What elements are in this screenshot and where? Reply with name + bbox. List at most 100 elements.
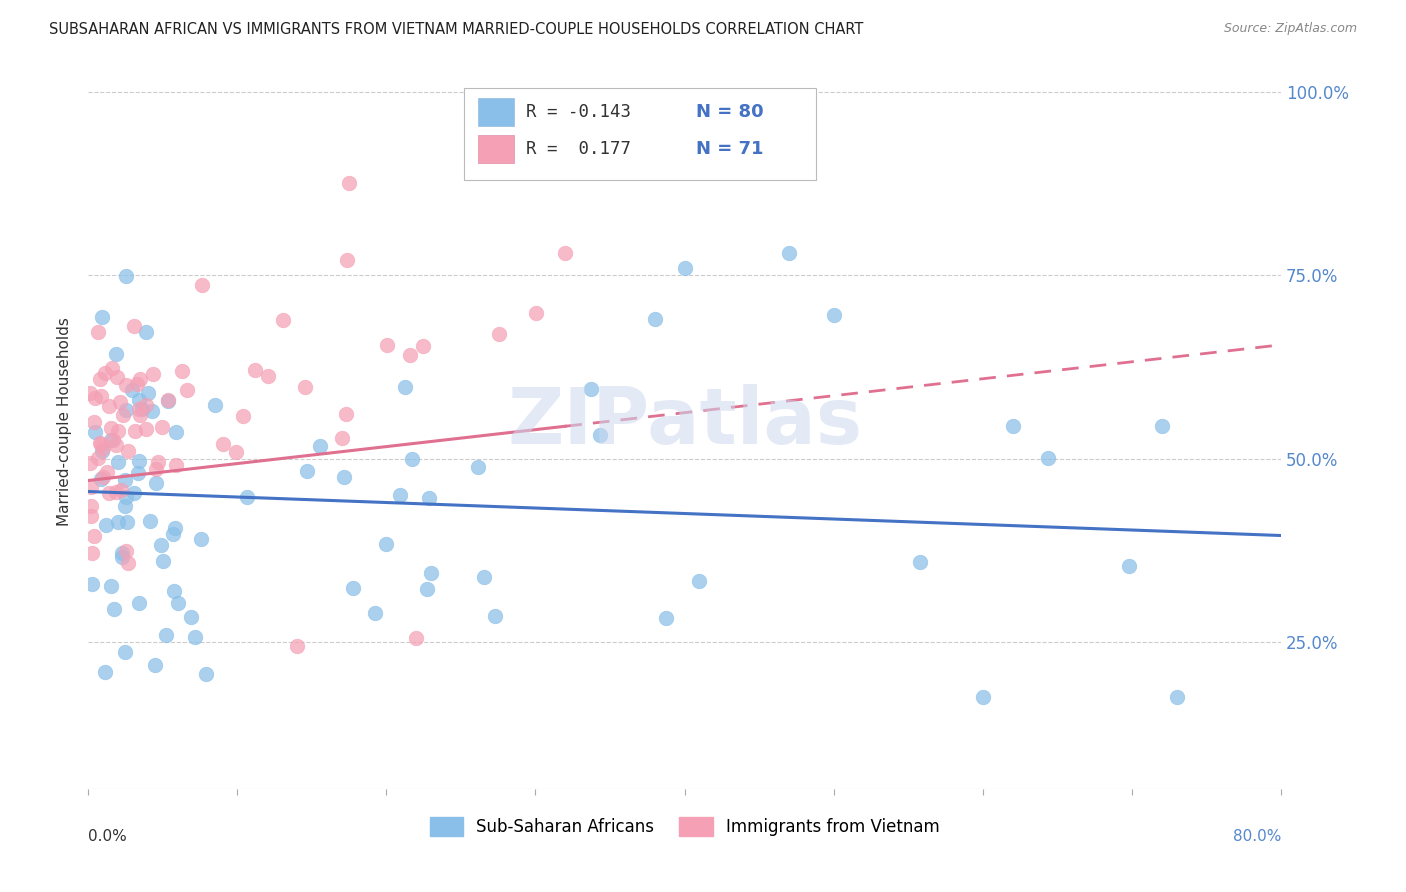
Point [96, 465, 118, 479]
Point [1150, 418, 1173, 433]
Point [1118, 558, 1140, 573]
Point [79, 385, 101, 400]
Point [150, 538, 173, 552]
Point [135, 421, 157, 435]
Point [94, 366, 117, 380]
Point [103, 602, 125, 616]
Point [145, 461, 167, 475]
Point [90, 436, 112, 450]
Point [91, 470, 114, 484]
Point [148, 455, 170, 469]
Point [337, 177, 360, 191]
Point [84, 391, 107, 405]
Point [89, 371, 111, 385]
Point [232, 409, 254, 423]
Point [122, 318, 145, 333]
Point [83, 425, 105, 439]
Point [364, 606, 387, 620]
Text: N = 80: N = 80 [696, 103, 763, 121]
Point [128, 453, 150, 467]
Point [418, 491, 440, 505]
Point [190, 278, 212, 293]
Point [399, 348, 422, 362]
Point [194, 666, 217, 681]
Point [375, 536, 398, 550]
Text: 0.0%: 0.0% [89, 829, 127, 844]
Point [115, 491, 138, 505]
Point [105, 370, 128, 384]
Point [165, 458, 187, 472]
Point [673, 260, 696, 275]
Y-axis label: Married-couple Households: Married-couple Households [58, 318, 72, 526]
Point [236, 490, 259, 504]
Point [1166, 690, 1188, 704]
Point [908, 555, 931, 569]
Point [110, 546, 132, 560]
Point [127, 466, 149, 480]
Point [972, 690, 994, 704]
Point [79, 456, 101, 470]
Point [204, 398, 226, 412]
Point [375, 338, 398, 352]
Point [644, 312, 666, 326]
Point [80, 480, 103, 494]
Point [163, 521, 186, 535]
Point [98, 486, 121, 500]
Point [114, 473, 136, 487]
Point [100, 433, 122, 447]
Point [124, 424, 146, 438]
Point [823, 309, 845, 323]
Point [122, 486, 145, 500]
Point [257, 369, 280, 384]
Point [484, 608, 506, 623]
Bar [478, 135, 515, 163]
Point [142, 367, 165, 381]
Point [554, 246, 576, 260]
Point [128, 392, 150, 407]
Text: SUBSAHARAN AFRICAN VS IMMIGRANTS FROM VIETNAM MARRIED-COUPLE HOUSEHOLDS CORRELAT: SUBSAHARAN AFRICAN VS IMMIGRANTS FROM VI… [49, 22, 863, 37]
Point [285, 639, 308, 653]
Point [100, 361, 122, 376]
Point [336, 253, 359, 268]
Point [167, 596, 190, 610]
Point [115, 544, 138, 558]
Point [271, 313, 294, 327]
Point [180, 610, 202, 624]
Point [100, 421, 122, 435]
Point [655, 611, 678, 625]
Point [129, 372, 152, 386]
Point [79, 499, 101, 513]
Point [157, 393, 180, 408]
Point [80, 546, 103, 560]
Point [139, 514, 162, 528]
Point [152, 554, 174, 568]
Point [128, 401, 150, 416]
Point [107, 455, 129, 469]
Point [129, 409, 152, 423]
Point [143, 657, 166, 672]
Point [131, 402, 153, 417]
Text: N = 71: N = 71 [696, 140, 763, 158]
Point [778, 246, 800, 260]
Legend: Sub-Saharan Africans, Immigrants from Vietnam: Sub-Saharan Africans, Immigrants from Vi… [423, 810, 946, 843]
Point [91, 441, 114, 455]
Point [183, 631, 205, 645]
Point [335, 407, 357, 421]
Point [165, 425, 187, 439]
Bar [478, 98, 515, 127]
Point [176, 383, 198, 397]
Point [121, 383, 143, 397]
Text: R = -0.143: R = -0.143 [526, 103, 631, 121]
Point [115, 269, 138, 284]
Point [212, 437, 235, 451]
Point [135, 325, 157, 339]
Point [114, 645, 136, 659]
Point [524, 306, 547, 320]
Point [87, 451, 110, 466]
Point [114, 499, 136, 513]
Point [90, 389, 112, 403]
Point [83, 529, 105, 543]
Point [245, 363, 267, 377]
Text: ZIPatlas: ZIPatlas [508, 384, 862, 460]
Point [107, 425, 129, 439]
